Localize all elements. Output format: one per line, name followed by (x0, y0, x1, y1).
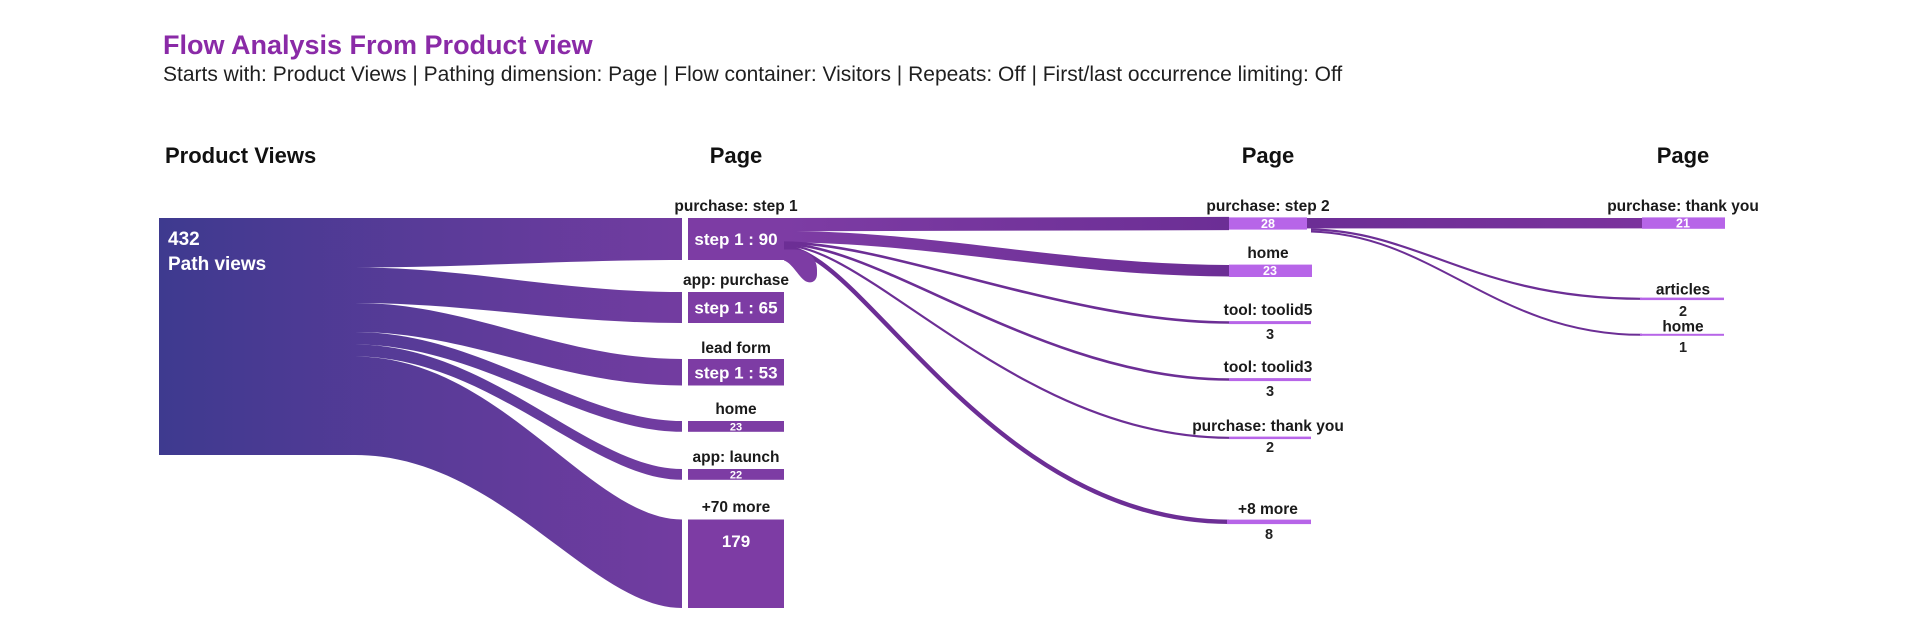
flow-source-to-step1-53[interactable] (355, 303, 682, 386)
node-label-purchase-step1[interactable]: purchase: step 1 (674, 198, 798, 215)
node-value-8-more-8: 8 (1265, 527, 1273, 543)
node-label-home-col4[interactable]: home (1662, 319, 1704, 336)
column-header-page-3: Page (1657, 143, 1710, 168)
node-step1-65[interactable] (688, 292, 784, 323)
node-label-purchase-step2[interactable]: purchase: step 2 (1206, 198, 1329, 215)
flow-step2-to-thank-you[interactable] (1307, 218, 1642, 229)
node-articles-2[interactable] (1640, 297, 1724, 301)
flow-step1-to-toolid3[interactable] (783, 242, 1230, 381)
node-70-more-179[interactable] (688, 519, 784, 609)
node-label-thank-you-col4[interactable]: purchase: thank you (1607, 198, 1759, 215)
node-value-step1-65: step 1 : 65 (694, 299, 777, 318)
column-header-product-views: Product Views (165, 143, 316, 168)
source-node-value: 432 (168, 229, 200, 250)
flow-settings-summary: Starts with: Product Views | Pathing dim… (163, 63, 1342, 86)
column-header-page-2: Page (1242, 143, 1295, 168)
node-value-thank-you-2: 2 (1266, 440, 1274, 456)
node-label-lead-form[interactable]: lead form (701, 340, 771, 357)
node-toolid3-3[interactable] (1229, 378, 1311, 382)
node-value-toolid5-3: 3 (1266, 327, 1274, 343)
node-label-home-col3[interactable]: home (1247, 245, 1289, 262)
flow-source-to-70-more[interactable] (355, 356, 682, 609)
node-step1-90[interactable] (688, 218, 784, 260)
node-purchase-step2-28[interactable] (1229, 217, 1307, 230)
node-value-toolid3-3: 3 (1266, 384, 1274, 400)
flow-step1-to-toolid5[interactable] (783, 241, 1230, 324)
flow-step1-to-8-more[interactable] (783, 245, 1230, 524)
node-8-more-8[interactable] (1227, 519, 1311, 525)
column-header-page-1: Page (710, 143, 763, 168)
flow-step1-exit-hook[interactable] (784, 249, 817, 283)
node-thank-you-21[interactable] (1642, 217, 1725, 229)
node-home-23[interactable] (688, 421, 784, 432)
flow-step1-to-home[interactable] (783, 230, 1230, 277)
node-value-179: 179 (722, 532, 750, 551)
flow-source-to-app-launch[interactable] (355, 344, 682, 480)
flow-step2-to-home[interactable] (1310, 230, 1643, 336)
flow-step2-to-articles[interactable] (1310, 228, 1643, 300)
node-label-70-more[interactable]: +70 more (702, 499, 771, 516)
node-home-23-col3[interactable] (1229, 264, 1312, 277)
node-label-toolid5[interactable]: tool: toolid5 (1224, 302, 1313, 319)
node-thank-you-2[interactable] (1229, 436, 1311, 440)
node-step1-53[interactable] (688, 359, 784, 386)
node-label-toolid3[interactable]: tool: toolid3 (1224, 359, 1313, 376)
node-value-home-23-col3: 23 (1263, 264, 1277, 278)
node-label-8-more[interactable]: +8 more (1238, 501, 1298, 518)
node-home-1[interactable] (1640, 333, 1724, 336)
node-value-home-1: 1 (1679, 340, 1687, 356)
node-value-home-23: 23 (730, 421, 742, 433)
flow-source-to-step1-90[interactable] (355, 218, 682, 268)
node-value-launch-22: 22 (730, 469, 742, 481)
flow-step1-to-thank-you[interactable] (783, 244, 1230, 439)
node-value-step1-90: step 1 : 90 (694, 230, 777, 249)
node-value-step1-53: step 1 : 53 (694, 364, 777, 383)
node-label-home[interactable]: home (715, 401, 757, 418)
node-value-articles-2: 2 (1679, 304, 1687, 320)
flow-source-to-step1-65[interactable] (355, 267, 682, 324)
node-value-step2-28: 28 (1261, 217, 1275, 231)
node-value-thank-you-21: 21 (1676, 216, 1690, 230)
node-label-thank-you-col3[interactable]: purchase: thank you (1192, 418, 1344, 435)
node-toolid5-3[interactable] (1229, 321, 1311, 325)
flow-step1-to-step2[interactable] (783, 216, 1230, 232)
node-label-app-purchase[interactable]: app: purchase (683, 272, 789, 289)
source-node-label: Path views (168, 254, 266, 275)
node-label-app-launch[interactable]: app: launch (693, 449, 780, 466)
node-label-articles[interactable]: articles (1656, 282, 1710, 299)
node-app-launch-22[interactable] (688, 469, 784, 480)
page-title: Flow Analysis From Product view (163, 30, 594, 60)
flow-source-to-home[interactable] (355, 332, 682, 432)
source-node-path-views[interactable] (159, 218, 356, 455)
